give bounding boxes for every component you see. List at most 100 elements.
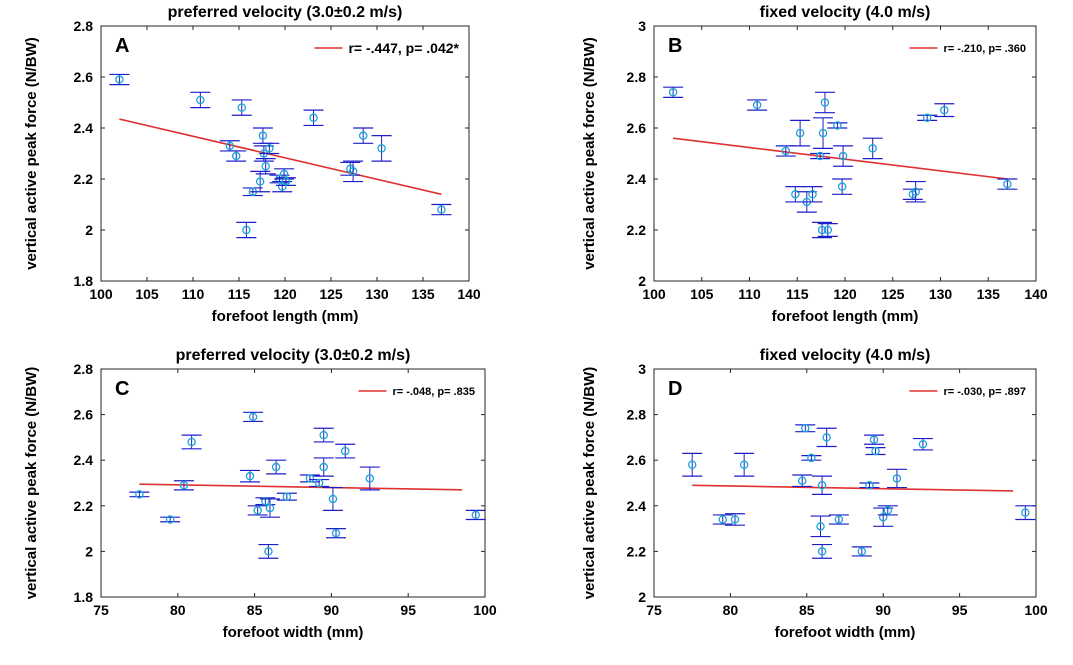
panel-title: fixed velocity (4.0 m/s) — [760, 4, 931, 21]
marker — [265, 503, 275, 513]
data-point — [275, 177, 296, 186]
marker — [261, 161, 270, 171]
marker — [377, 144, 386, 153]
y-axis-label: vertical active peak force (N/BW) — [23, 367, 40, 600]
marker — [808, 190, 817, 199]
marker — [833, 121, 842, 130]
data-point — [747, 99, 768, 111]
marker — [358, 131, 368, 140]
data-point — [259, 142, 280, 155]
data-point — [326, 527, 347, 539]
data-point — [865, 446, 886, 456]
y-tick-label: 2.6 — [627, 120, 647, 136]
data-point — [129, 490, 150, 499]
panel-title: preferred velocity (3.0±0.2 m/s) — [168, 4, 403, 21]
x-tick-label: 115 — [786, 286, 809, 302]
marker — [940, 105, 949, 115]
marker — [1003, 179, 1012, 189]
panel-d: 75 80 85 90 95 100 2 2.2 2.4 2.6 2.8 3 fixed velocit… — [581, 347, 1048, 641]
data-point — [682, 452, 703, 477]
panel-c: 75 80 85 90 95 100 1.8 2 2.2 2.4 2.6 2.8 preferred v… — [23, 347, 497, 641]
marker — [305, 474, 315, 483]
data-point — [790, 119, 811, 147]
y-tick-label: 1.8 — [74, 589, 94, 605]
data-point — [864, 434, 885, 445]
data-point — [712, 514, 733, 525]
x-tick-label: 85 — [799, 602, 815, 618]
marker — [225, 141, 235, 151]
data-point — [724, 513, 745, 526]
marker — [309, 113, 318, 123]
y-tick-label: 2 — [85, 222, 93, 238]
x-tick-label: 140 — [1024, 286, 1048, 302]
data-point — [335, 443, 356, 459]
marker — [752, 100, 762, 110]
axes-frame — [653, 368, 1037, 598]
data-point — [226, 150, 247, 162]
marker — [816, 522, 825, 531]
marker — [868, 144, 877, 153]
y-tick-label: 2 — [85, 543, 93, 559]
x-tick-label: 100 — [473, 602, 497, 618]
y-tick-label: 3 — [638, 18, 646, 34]
data-point — [827, 121, 848, 130]
panel-letter: C — [115, 378, 129, 400]
x-tick-label: 130 — [365, 286, 389, 302]
marker — [340, 446, 350, 456]
marker — [807, 453, 816, 463]
marker — [922, 113, 932, 123]
data-point — [795, 424, 816, 433]
x-tick-label: 125 — [319, 286, 343, 302]
marker — [718, 515, 728, 524]
x-tick-label: 100 — [89, 286, 113, 302]
data-point — [1015, 505, 1036, 521]
marker — [797, 476, 807, 485]
data-point — [259, 498, 280, 518]
x-axis-label: forefoot width (mm) — [223, 624, 364, 641]
marker — [865, 481, 874, 490]
marker — [837, 182, 847, 191]
data-point — [886, 468, 907, 489]
data-point — [359, 466, 380, 491]
y-tick-label: 2.4 — [74, 120, 94, 136]
marker — [328, 494, 338, 504]
marker — [282, 492, 292, 501]
data-point — [255, 158, 276, 175]
panel-letter: B — [668, 35, 682, 57]
y-tick-label: 3 — [638, 361, 646, 377]
marker — [245, 471, 255, 481]
x-tick-label: 100 — [1024, 602, 1048, 618]
marker — [264, 547, 273, 556]
marker — [314, 478, 324, 488]
y-tick-label: 2.4 — [627, 171, 647, 187]
x-tick-label: 105 — [135, 286, 159, 302]
y-tick-label: 2.2 — [74, 498, 94, 514]
x-tick-label: 90 — [324, 602, 340, 618]
marker — [730, 515, 740, 524]
y-tick-label: 2 — [638, 589, 646, 605]
panel-title: fixed velocity (4.0 m/s) — [760, 347, 931, 364]
marker — [822, 433, 831, 442]
panel-letter: D — [668, 378, 682, 400]
marker — [319, 430, 328, 440]
marker — [331, 528, 341, 538]
x-tick-label: 100 — [642, 286, 666, 302]
x-tick-label: 105 — [690, 286, 714, 302]
marker — [739, 460, 749, 470]
data-point — [258, 543, 279, 559]
y-axis-label: vertical active peak force (N/BW) — [581, 367, 598, 600]
x-tick-label: 125 — [881, 286, 905, 302]
x-tick-label: 115 — [228, 286, 251, 302]
data-point — [814, 91, 835, 114]
x-tick-label: 80 — [723, 602, 739, 618]
y-tick-label: 2.8 — [627, 407, 647, 423]
data-point — [109, 73, 130, 86]
marker — [869, 435, 879, 444]
x-tick-label: 140 — [457, 286, 481, 302]
data-point — [243, 411, 264, 423]
y-tick-label: 1.8 — [74, 273, 94, 289]
y-tick-label: 2.2 — [627, 222, 647, 238]
data-point — [252, 127, 273, 144]
axes-frame — [100, 368, 486, 598]
data-point — [859, 481, 880, 490]
